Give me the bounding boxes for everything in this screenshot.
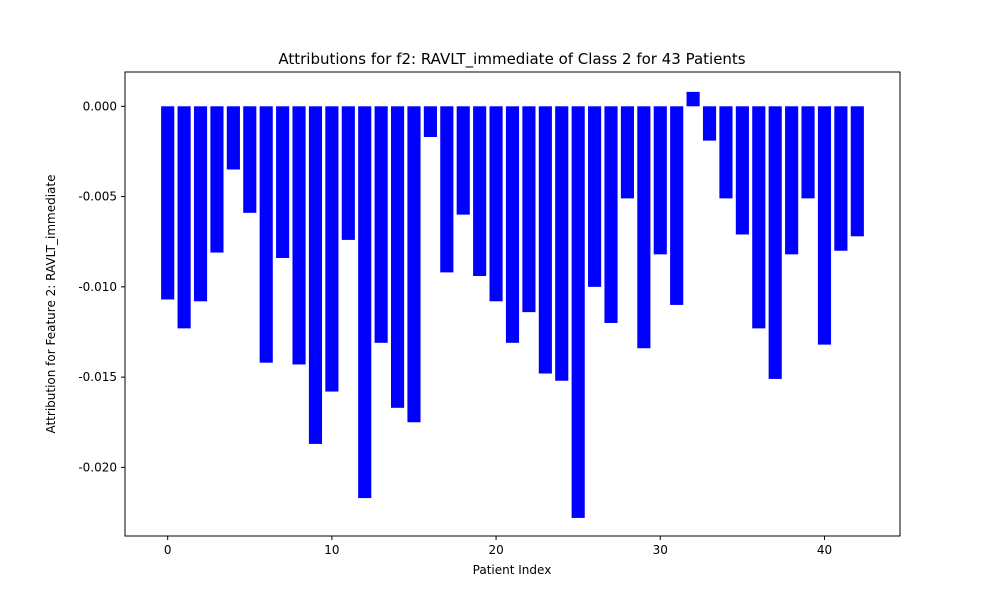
- bar-patient-34: [719, 106, 733, 199]
- y-tick-label: 0.000: [83, 99, 117, 113]
- bar-patient-3: [210, 106, 224, 253]
- plot-frame: [124, 71, 901, 537]
- y-axis-label: Attribution for Feature 2: RAVLT_immedia…: [44, 174, 58, 433]
- bar-patient-32: [686, 91, 700, 107]
- bar-patient-11: [341, 106, 355, 240]
- bar-patient-25: [571, 106, 585, 518]
- bar-patient-28: [620, 106, 635, 199]
- bar-patient-13: [374, 106, 388, 343]
- bar-patient-4: [226, 106, 240, 170]
- bar-patient-24: [555, 106, 569, 381]
- bar-patient-36: [752, 106, 766, 329]
- bar-patient-19: [473, 106, 487, 277]
- bar-patient-20: [489, 106, 503, 302]
- y-tick-label: -0.020: [78, 460, 117, 474]
- bar-patient-7: [276, 106, 290, 258]
- bar-patient-21: [505, 106, 520, 343]
- bar-patient-5: [243, 106, 257, 213]
- bar-patient-6: [259, 106, 273, 363]
- x-tick-label: 40: [817, 543, 832, 557]
- bar-patient-29: [637, 106, 651, 349]
- chart-title: Attributions for f2: RAVLT_immediate of …: [278, 50, 745, 69]
- bar-patient-33: [702, 106, 717, 141]
- bar-patient-16: [423, 106, 437, 137]
- bar-patient-41: [834, 106, 848, 251]
- x-axis-label: Patient Index: [473, 563, 552, 577]
- y-tick-label: -0.005: [78, 190, 117, 204]
- bar-patient-1: [177, 106, 191, 329]
- bar-patient-26: [588, 106, 602, 287]
- bar-patient-18: [456, 106, 470, 215]
- bar-patient-27: [604, 106, 618, 323]
- x-tick-label: 30: [653, 543, 668, 557]
- bar-patient-23: [538, 106, 552, 374]
- bar-patient-0: [161, 106, 175, 300]
- y-axis-ticks: 0.000 -0.005 -0.010 -0.015 -0.020: [78, 99, 125, 474]
- bar-patient-42: [850, 106, 864, 237]
- bar-patient-15: [407, 106, 421, 423]
- bar-patient-17: [440, 106, 454, 273]
- bar-patient-30: [653, 106, 667, 255]
- x-tick-label: 20: [488, 543, 503, 557]
- x-tick-label: 10: [324, 543, 339, 557]
- bars-group: [161, 91, 864, 518]
- bar-patient-10: [325, 106, 339, 392]
- bar-patient-31: [670, 106, 684, 305]
- bar-patient-38: [785, 106, 799, 255]
- bar-patient-2: [193, 106, 208, 302]
- bar-patient-40: [817, 106, 832, 345]
- bar-patient-22: [522, 106, 536, 313]
- y-tick-label: -0.015: [78, 370, 117, 384]
- bar-patient-12: [358, 106, 372, 499]
- x-tick-label: 0: [164, 543, 172, 557]
- bar-patient-37: [768, 106, 782, 379]
- bar-patient-14: [390, 106, 405, 408]
- bar-patient-35: [735, 106, 749, 235]
- bar-patient-39: [801, 106, 815, 199]
- bar-patient-8: [292, 106, 306, 365]
- y-tick-label: -0.010: [78, 280, 117, 294]
- x-axis-ticks: 0 10 20 30 40: [164, 536, 832, 557]
- bar-patient-9: [308, 106, 323, 444]
